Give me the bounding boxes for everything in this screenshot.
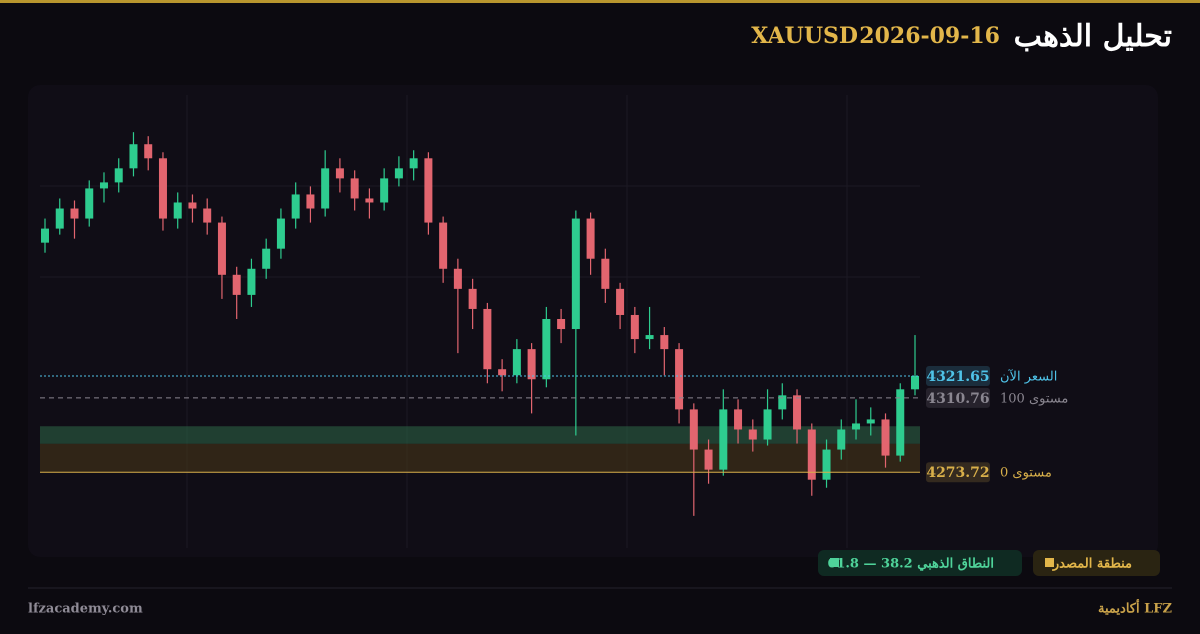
footer-brand: LFZ أكاديمية [1098,600,1172,617]
candle-body [424,158,433,223]
candle-body [881,419,890,456]
candle-body [70,208,79,219]
candle-body [158,158,167,219]
candle-body [571,218,580,330]
grid [40,95,920,548]
candle-body [689,409,698,450]
candle-body [645,335,654,340]
candle-body [911,375,919,390]
level-label: مستوى 0 [1000,466,1052,481]
candle-body [217,222,226,275]
candle-body [557,318,566,330]
candle-body [188,202,197,209]
candle-body [55,208,64,229]
candle-body [129,144,138,169]
candle-body [41,228,49,243]
candle-body [542,318,551,380]
candle-body [321,168,330,209]
candle-body [778,395,787,410]
candle-body [144,144,153,159]
candle-body [630,314,639,340]
candle-body [512,349,521,376]
price-badge-label: 4310.76 [926,391,989,407]
candle-body [734,409,743,430]
zone [40,443,920,473]
candle-body [763,409,772,440]
price-badge [926,462,990,483]
candle-body [468,288,477,309]
symbol: XAUUSD [751,23,858,49]
candle-body [453,268,462,289]
footer-site: lfzacademy.com [28,602,143,617]
candle-body [616,288,625,315]
legend-swatch [830,558,839,567]
candle-body [85,188,94,219]
candle-body [660,335,669,350]
candle-body [276,218,285,249]
candle-body [719,409,728,470]
candle-body [896,389,905,456]
candle-body [439,222,448,269]
plot: 4321.65 السعر الآن 4310.76 مستوى 100 4273.72… [40,132,1068,516]
candle-body [350,178,359,199]
candle-body [306,194,315,209]
candle-body [365,198,374,203]
candle-body [527,349,536,380]
legend-swatch [1045,558,1054,567]
candle-body [586,218,595,259]
candle-body [704,449,713,470]
candle-body [483,308,492,370]
price-badge-label: 4321.65 [926,369,989,385]
candle-body [99,182,108,189]
candle-body [852,423,861,430]
candle-body [807,429,816,480]
price-badge [926,365,990,386]
candle-body [675,349,684,410]
level-label: السعر الآن [1000,368,1057,384]
legend-label: النطاق الذهبي 38.2 — 61.8 [827,557,994,572]
top-bar [0,0,1200,3]
candle-body [262,248,271,269]
candle-body [866,419,875,424]
candle-body [601,258,610,289]
candle-body [232,274,241,295]
candle-body [822,449,831,480]
candle-body [748,429,757,440]
candle-body [793,395,802,430]
legend-box [1033,550,1160,576]
candle-body [173,202,182,219]
date: 2026-09-16 [859,23,1000,49]
candle-body [203,208,212,223]
legend-box [818,550,1022,576]
candle-body [335,168,344,179]
candle-body [498,369,507,376]
chart-panel [28,85,1158,557]
title: تحليل الذهب [1014,19,1172,54]
candle-body [114,168,123,183]
candle-body [394,168,403,179]
legend-label: منطقة المصدر [1052,557,1132,572]
candle-body [291,194,300,219]
candle-body [837,429,846,450]
price-badge [926,387,990,408]
candle-body [380,178,389,203]
price-badge-label: 4273.72 [926,465,989,481]
level-label: مستوى 100 [1000,391,1068,406]
candle-body [247,268,256,295]
zone [40,426,920,444]
candle-body [409,158,418,169]
